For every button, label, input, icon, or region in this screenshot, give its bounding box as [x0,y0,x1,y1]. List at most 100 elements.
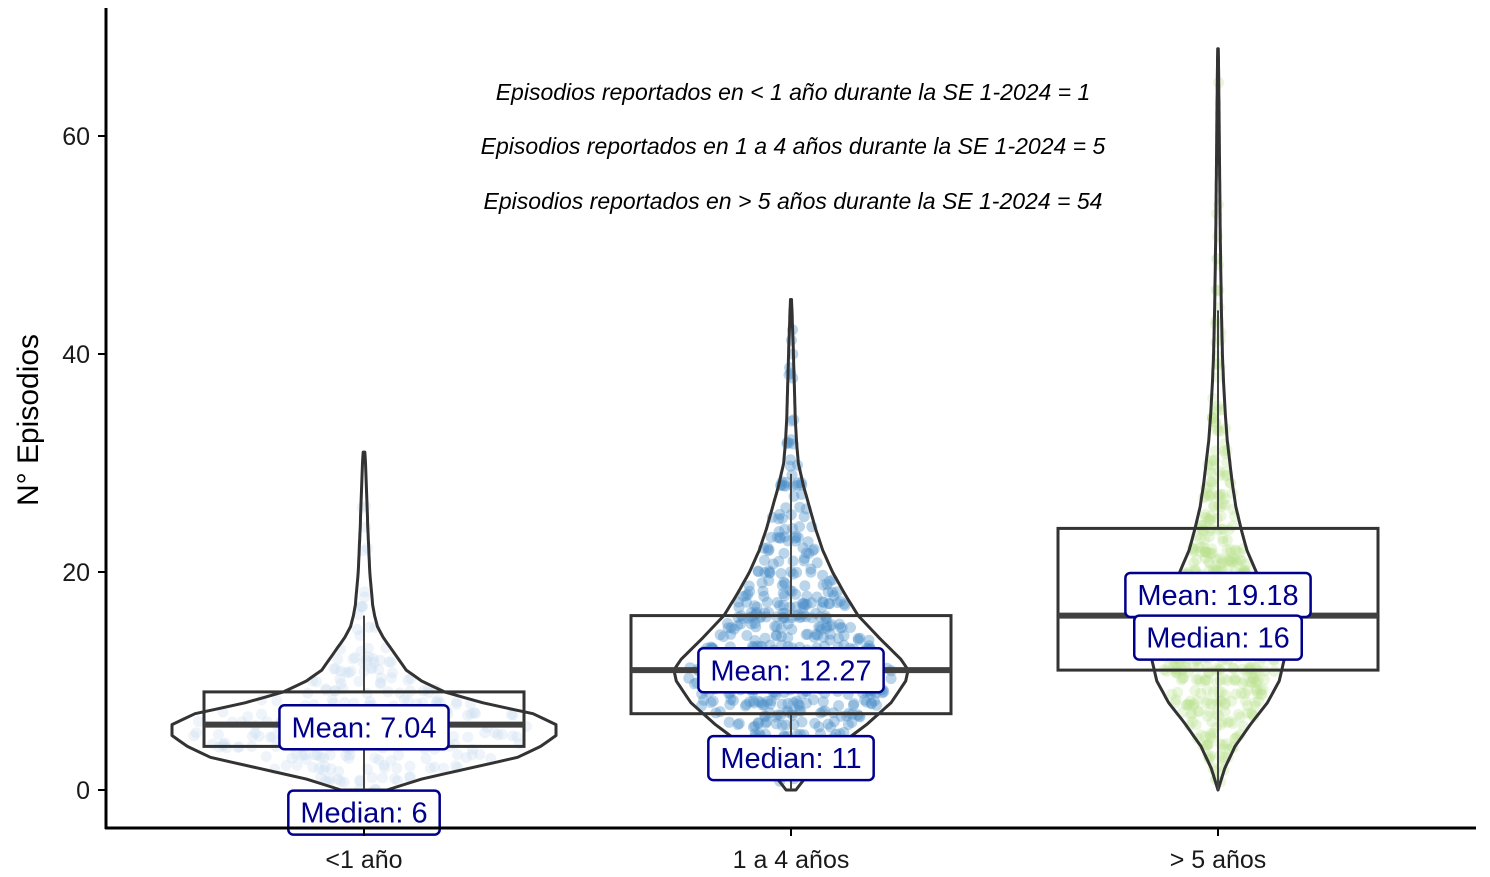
data-point-1to4 [779,531,791,543]
data-point-1to4 [755,697,767,708]
data-point-lt1 [438,762,450,774]
data-point-lt1 [496,728,508,740]
data-point-lt1 [334,673,346,685]
data-point-1to4 [725,694,737,705]
data-point-1to4 [753,695,765,707]
data-point-gt5 [1224,716,1236,727]
x-tick-label: 1 a 4 años [733,846,850,874]
data-point-1to4 [752,717,764,729]
data-point-1to4 [777,599,789,611]
data-point-lt1 [332,773,344,785]
data-point-1to4 [805,566,817,578]
data-point-gt5 [1217,498,1229,510]
data-point-lt1 [485,753,497,764]
data-point-lt1 [333,765,345,777]
data-point-gt5 [1233,547,1245,559]
data-point-lt1 [291,759,303,771]
data-point-1to4 [863,634,875,646]
data-point-1to4 [737,590,749,602]
data-point-gt5 [1239,675,1251,686]
data-point-gt5 [1216,554,1228,566]
data-point-lt1 [385,755,397,766]
data-point-gt5 [1204,557,1216,569]
data-point-1to4 [831,586,843,598]
data-point-gt5 [1225,556,1237,568]
data-point-1to4 [742,589,754,600]
data-point-1to4 [776,698,788,710]
data-point-1to4 [852,634,864,646]
data-point-1to4 [796,716,808,728]
data-point-lt1 [332,653,344,665]
data-point-gt5 [1226,556,1238,568]
data-point-1to4 [865,697,877,709]
data-point-1to4 [776,720,788,731]
data-point-gt5 [1224,544,1236,556]
data-point-1to4 [817,696,829,708]
data-point-gt5 [1237,678,1249,689]
data-point-gt5 [1192,706,1204,717]
data-point-1to4 [812,629,823,641]
data-point-lt1 [340,750,352,762]
data-point-gt5 [1199,731,1211,743]
data-point-1to4 [748,697,760,709]
data-point-1to4 [813,621,825,632]
data-point-1to4 [683,672,695,684]
data-point-lt1 [311,676,322,688]
data-point-gt5 [1216,557,1228,569]
data-point-1to4 [791,566,803,578]
data-point-lt1 [309,749,321,761]
data-point-lt1 [246,730,258,742]
mean-label-1to4-box [697,647,885,694]
data-point-1to4 [723,716,735,728]
data-point-lt1 [404,771,416,783]
data-point-1to4 [796,598,808,610]
data-point-gt5 [1200,546,1212,558]
data-point-lt1 [505,709,517,721]
data-point-gt5 [1189,685,1201,697]
data-point-gt5 [1184,699,1195,711]
data-point-gt5 [1201,739,1213,751]
data-point-lt1 [190,727,202,739]
data-point-1to4 [722,622,734,634]
data-point-lt1 [354,775,366,787]
data-point-lt1 [335,665,347,677]
data-point-1to4 [790,588,802,600]
data-point-gt5 [1217,488,1229,500]
data-point-1to4 [792,532,804,543]
y-tick-label: 20 [62,559,90,587]
data-point-gt5 [1224,554,1236,566]
data-point-1to4 [724,699,736,711]
data-point-gt5 [1202,695,1214,707]
data-point-lt1 [335,776,347,787]
data-point-lt1 [511,731,523,743]
data-point-lt1 [307,761,319,773]
data-point-gt5 [1231,545,1243,557]
data-point-1to4 [817,569,829,581]
data-point-1to4 [833,618,845,630]
data-point-gt5 [1207,547,1219,559]
data-point-1to4 [749,600,761,612]
data-point-gt5 [1207,460,1219,471]
data-point-gt5 [1187,700,1199,712]
data-point-1to4 [817,631,829,643]
data-point-gt5 [1200,546,1211,558]
data-point-1to4 [808,694,819,706]
data-point-lt1 [425,762,436,774]
data-point-1to4 [777,588,789,599]
data-point-lt1 [383,656,395,668]
data-point-lt1 [393,749,405,761]
data-point-lt1 [379,762,391,774]
data-point-gt5 [1184,695,1196,707]
data-point-1to4 [769,620,781,632]
data-point-1to4 [732,620,744,631]
data-point-lt1 [363,651,375,663]
data-point-1to4 [791,695,803,707]
data-point-lt1 [402,695,414,707]
data-point-gt5 [1257,683,1269,695]
data-point-1to4 [793,700,805,711]
data-point-gt5 [1199,546,1211,558]
data-point-lt1 [356,600,368,612]
data-point-gt5 [1201,488,1213,500]
data-point-gt5 [1188,698,1200,710]
data-point-lt1 [420,753,432,764]
